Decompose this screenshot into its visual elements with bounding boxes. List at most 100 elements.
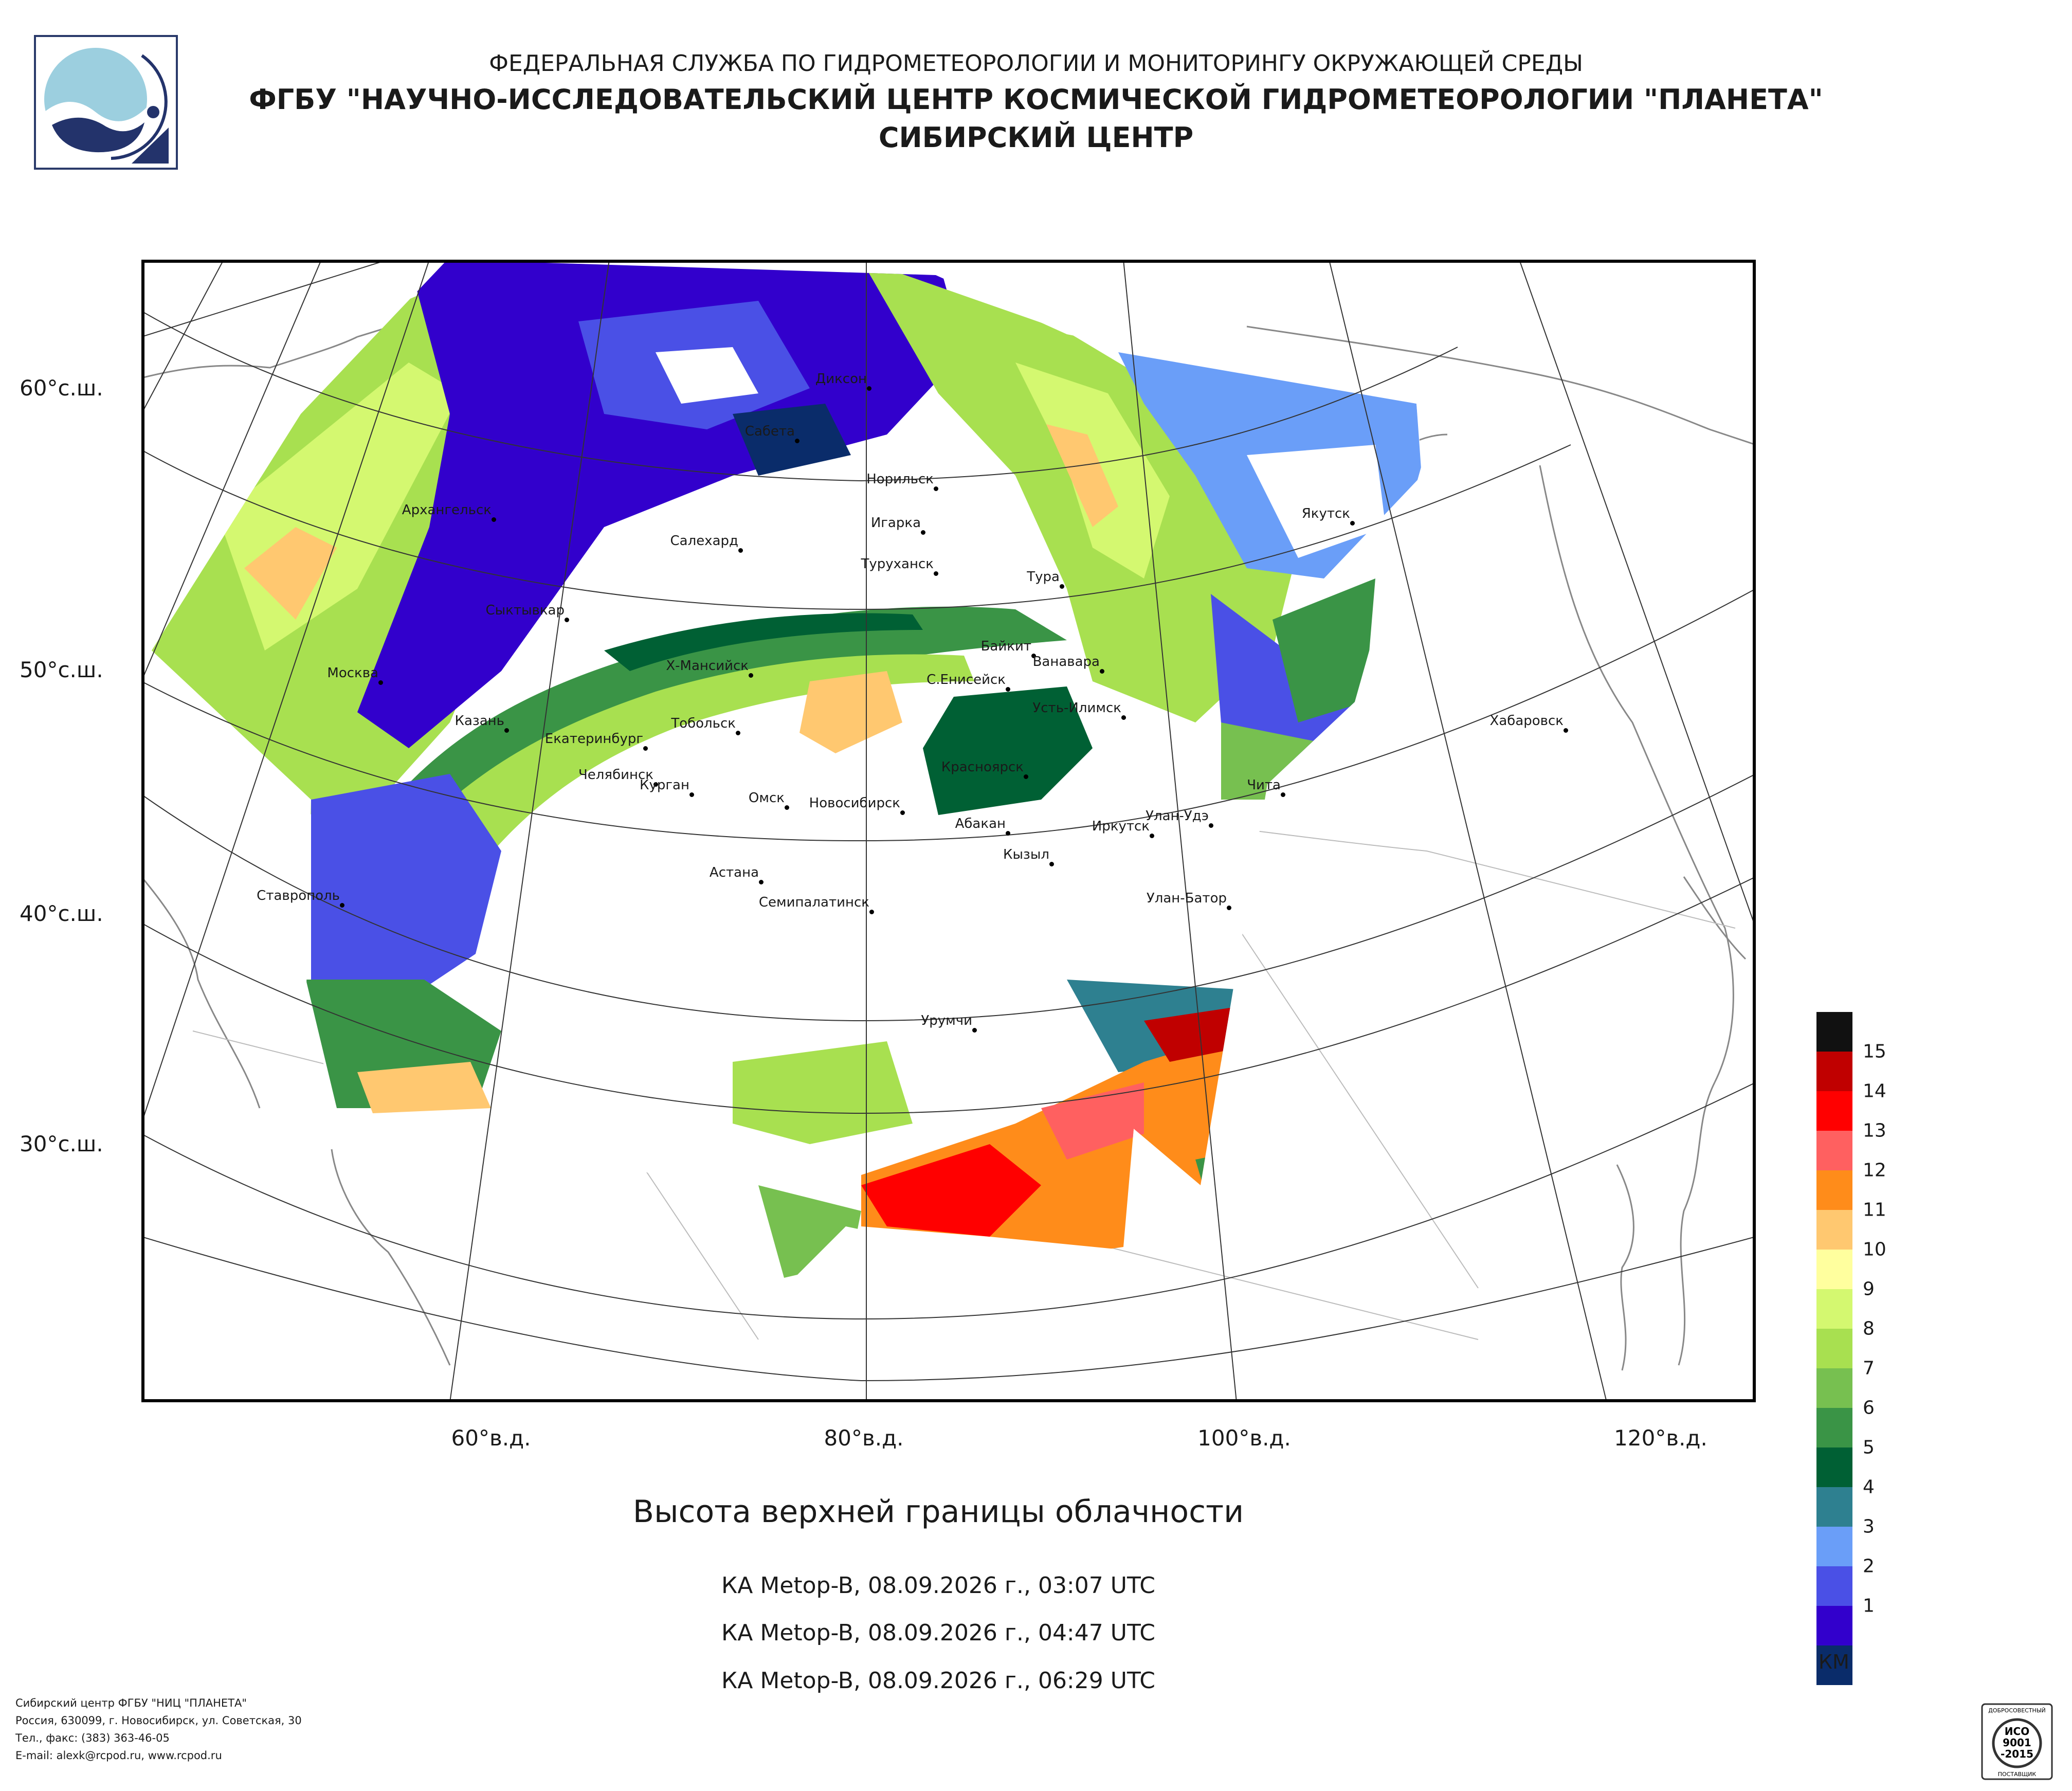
- city-label: Москва: [327, 665, 378, 681]
- legend-value: 7: [1863, 1358, 1875, 1379]
- city-dot: [1006, 687, 1010, 692]
- pass-3: КА Metop-B, 08.09.2026 г., 06:29 UTC: [721, 1668, 1155, 1694]
- city-label: Курган: [640, 777, 689, 793]
- footer-phone: Тел., факс: (383) 363-46-05: [15, 1732, 170, 1744]
- city-dot: [785, 805, 789, 810]
- legend-swatch: [1816, 1170, 1852, 1210]
- city-dot: [1564, 728, 1568, 733]
- city-dot: [1060, 584, 1064, 589]
- header-institute: ФГБУ "НАУЧНО-ИССЛЕДОВАТЕЛЬСКИЙ ЦЕНТР КОС…: [249, 83, 1823, 116]
- city-dot: [1006, 831, 1010, 836]
- footer-email: E-mail: alexk@rcpod.ru, www.rcpod.ru: [15, 1749, 222, 1762]
- pass-1: КА Metop-B, 08.09.2026 г., 03:07 UTC: [721, 1572, 1155, 1599]
- city-dot: [795, 439, 799, 443]
- city-label: Ставрополь: [257, 888, 340, 903]
- city-label: Ванавара: [1032, 654, 1100, 670]
- city-dot: [749, 673, 753, 678]
- legend-swatch: [1816, 1210, 1852, 1250]
- pass-2: КА Metop-B, 08.09.2026 г., 04:47 UTC: [721, 1620, 1155, 1646]
- city-dot: [565, 618, 569, 622]
- city-label: Якутск: [1301, 506, 1350, 521]
- city-dot: [1281, 792, 1285, 797]
- city-label: Екатеринбург: [544, 731, 643, 747]
- city-dot: [378, 680, 383, 685]
- city-label: Сыктывкар: [485, 603, 565, 618]
- city-dot: [492, 517, 496, 522]
- city-label: Усть-Илимск: [1032, 700, 1121, 716]
- cert-text-top: ДОБРОСОВЕСТНЫЙ: [1988, 1707, 2046, 1714]
- city-dot: [736, 731, 740, 735]
- city-label: Челябинск: [578, 767, 653, 783]
- city-label: Улан-Батор: [1146, 891, 1227, 906]
- city-label: Омск: [748, 790, 785, 806]
- city-dot: [1100, 669, 1104, 674]
- city-label: Салехард: [670, 533, 738, 549]
- city-label: Иркутск: [1092, 819, 1150, 834]
- legend-value: 11: [1863, 1199, 1886, 1221]
- cert-text-iso: ИСО: [2005, 1725, 2029, 1738]
- legend-swatch: [1816, 1250, 1852, 1289]
- cert-text-year: -2015: [2001, 1748, 2033, 1760]
- legend-swatch: [1816, 1052, 1852, 1091]
- legend-swatch: [1816, 1606, 1852, 1645]
- legend-value: 13: [1863, 1120, 1886, 1142]
- legend-value: 6: [1863, 1397, 1875, 1419]
- city-dot: [1209, 823, 1213, 828]
- legend-swatch: [1816, 1131, 1852, 1170]
- city-label: Тура: [1027, 569, 1060, 585]
- city-dot: [1227, 906, 1231, 910]
- legend-value: 8: [1863, 1318, 1875, 1340]
- city-label: Байкит: [980, 639, 1031, 654]
- city-label: Улан-Удэ: [1146, 808, 1209, 824]
- graticule-layer: [141, 260, 1756, 1402]
- city-dot: [689, 792, 694, 797]
- lat-label-50: 50°с.ш.: [20, 657, 103, 682]
- city-dot: [1049, 862, 1054, 866]
- legend-value: 1: [1863, 1595, 1875, 1617]
- city-dot: [869, 910, 874, 914]
- legend-swatch: [1816, 1368, 1852, 1408]
- city-dot: [340, 903, 344, 908]
- city-label: Чита: [1247, 777, 1281, 793]
- city-label: Казань: [455, 713, 504, 729]
- city-label: Туруханск: [861, 556, 934, 572]
- header-agency: ФЕДЕРАЛЬНАЯ СЛУЖБА ПО ГИДРОМЕТЕОРОЛОГИИ …: [489, 50, 1583, 77]
- city-dot: [643, 746, 648, 751]
- legend-swatch: [1816, 1487, 1852, 1527]
- city-dot: [1350, 521, 1355, 526]
- city-label: Архангельск: [402, 502, 492, 518]
- cloud-top-height-map: Диксон Сабета Норильск Архангельск Якутск Ига…: [141, 260, 1756, 1402]
- city-label: Кызыл: [1003, 847, 1049, 862]
- legend-swatch: [1816, 1645, 1852, 1685]
- legend-swatch: [1816, 1566, 1852, 1606]
- lat-label-30: 30°с.ш.: [20, 1131, 103, 1156]
- cert-text-bottom: ПОСТАВЩИК: [1998, 1771, 2037, 1778]
- map-layers: [141, 260, 1756, 1402]
- city-dot: [1024, 774, 1028, 779]
- city-label: Хабаровск: [1489, 713, 1564, 729]
- lon-label-80: 80°в.д.: [824, 1425, 904, 1451]
- city-label: С.Енисейск: [926, 672, 1006, 688]
- city-label: Х-Мансийск: [666, 658, 749, 674]
- lon-label-100: 100°в.д.: [1197, 1425, 1291, 1451]
- city-label: Норильск: [866, 472, 934, 487]
- cert-text-number: 9001: [2003, 1736, 2031, 1749]
- lon-label-60: 60°в.д.: [451, 1425, 531, 1451]
- city-dot: [738, 548, 743, 553]
- city-label: Сабета: [744, 424, 795, 439]
- city-dot: [934, 486, 938, 491]
- legend-swatch: [1816, 1329, 1852, 1368]
- map-frame: [141, 260, 1756, 1402]
- legend-swatch: [1816, 1289, 1852, 1329]
- city-label: Тобольск: [671, 716, 736, 731]
- city-dot: [504, 728, 509, 733]
- city-dot: [759, 880, 764, 884]
- city-dot: [900, 810, 905, 815]
- city-label: Семипалатинск: [758, 895, 869, 910]
- city-label: Игарка: [870, 515, 921, 531]
- city-dot: [972, 1028, 977, 1033]
- legend-swatch: [1816, 1408, 1852, 1448]
- planeta-logo-icon: [34, 35, 178, 170]
- legend-value: 3: [1863, 1516, 1875, 1537]
- city-label: Астана: [709, 865, 759, 880]
